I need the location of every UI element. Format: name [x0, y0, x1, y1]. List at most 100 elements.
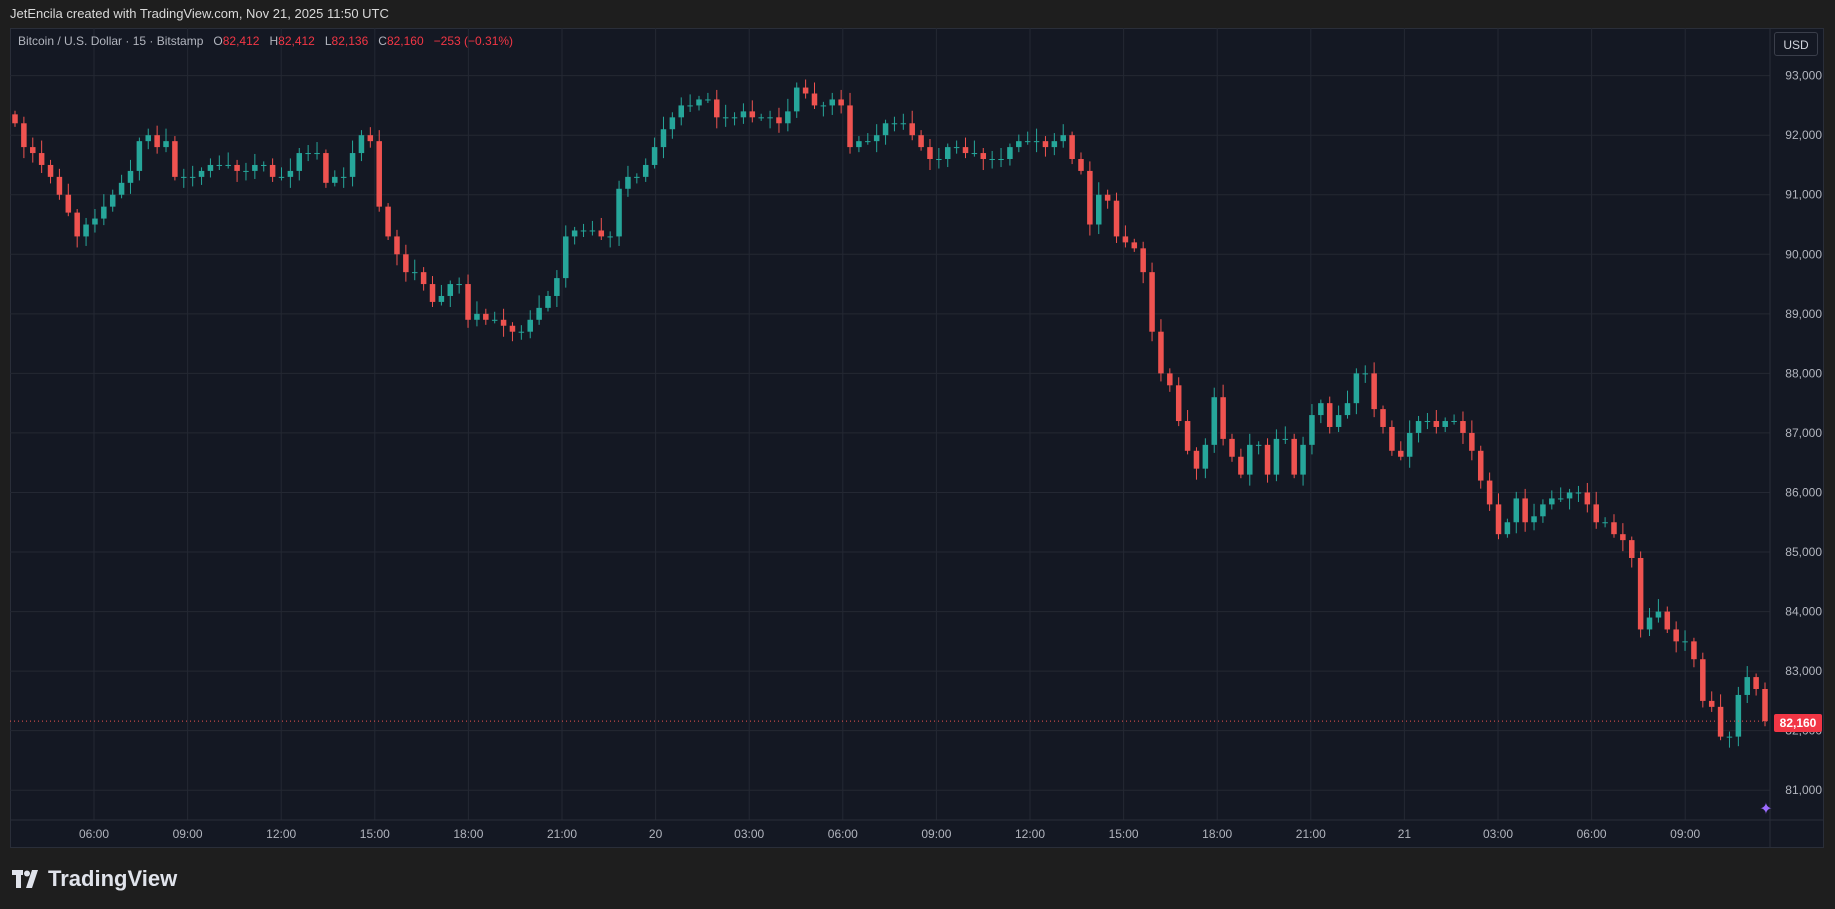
- candle-body: [980, 153, 987, 160]
- candle-body: [1522, 498, 1528, 523]
- candle-body: [1762, 688, 1768, 722]
- candle-body: [545, 295, 551, 308]
- candle-body: [1735, 694, 1742, 737]
- candle-body: [101, 206, 107, 219]
- x-tick-label: 12:00: [1015, 827, 1045, 841]
- candle-body: [1184, 421, 1191, 451]
- close-value: 82,160: [386, 34, 424, 48]
- candle-body: [1753, 677, 1759, 689]
- y-tick-label: 90,000: [1785, 247, 1822, 261]
- candle-body: [1664, 611, 1671, 630]
- candle-body: [900, 123, 907, 125]
- candle-body: [1060, 135, 1066, 142]
- brand-name: TradingView: [48, 866, 178, 891]
- candle-body: [998, 159, 1004, 161]
- candle-body: [1620, 534, 1626, 541]
- currency-button[interactable]: USD: [1774, 32, 1818, 56]
- candle-body: [260, 164, 267, 166]
- candle-body: [92, 218, 98, 225]
- candle-body: [1211, 397, 1217, 445]
- x-tick-label: 06:00: [828, 827, 858, 841]
- candlestick-chart[interactable]: 81,00082,00083,00084,00085,00086,00087,0…: [10, 28, 1824, 848]
- candle-body: [944, 147, 951, 160]
- x-tick-label: 09:00: [1670, 827, 1700, 841]
- candle-body: [1122, 236, 1129, 243]
- symbol-title[interactable]: Bitcoin / U.S. Dollar · 15 · Bitstamp: [18, 34, 204, 48]
- candle-body: [65, 194, 72, 213]
- candle-body: [83, 224, 89, 237]
- time-axis: 06:00 09:00 12:00 15:00 18:00 21:00 20 03:00 06:…: [10, 819, 1824, 841]
- candle-body: [776, 117, 782, 124]
- candle-body: [47, 164, 54, 177]
- x-tick-label: 20: [649, 827, 663, 841]
- x-tick-label: 15:00: [1109, 827, 1139, 841]
- candle-body: [509, 325, 516, 332]
- high-value: 82,412: [278, 34, 315, 48]
- candle-body: [785, 111, 791, 124]
- candle-body: [687, 105, 693, 107]
- grid-lines: [10, 28, 1770, 820]
- candle-body: [1682, 641, 1688, 643]
- candle-body: [758, 117, 764, 119]
- candle-body: [1602, 522, 1608, 524]
- price-axis: 81,00082,00083,00084,00085,00086,00087,0…: [1769, 28, 1822, 848]
- symbol-legend: Bitcoin / U.S. Dollar · 15 · Bitstamp O8…: [18, 34, 513, 48]
- y-tick-label: 85,000: [1785, 545, 1822, 559]
- chart-frame[interactable]: [10, 28, 1824, 848]
- candle-body: [554, 278, 560, 296]
- sparkle-icon[interactable]: ✦: [1759, 801, 1773, 818]
- candle-body: [962, 147, 969, 154]
- candle-body: [163, 141, 169, 148]
- candle-body: [580, 230, 587, 232]
- y-tick-label: 91,000: [1785, 188, 1822, 202]
- x-tick-label: 18:00: [1202, 827, 1232, 841]
- candle-body: [1726, 736, 1733, 738]
- candle-body: [500, 319, 507, 326]
- candle-body: [429, 284, 436, 302]
- candle-body: [1229, 438, 1235, 457]
- candle-body: [971, 153, 978, 155]
- y-tick-label: 86,000: [1785, 485, 1822, 499]
- candle-body: [1593, 504, 1599, 523]
- x-tick-label: 21:00: [1296, 827, 1326, 841]
- candle-body: [767, 117, 773, 119]
- candle-body: [189, 176, 196, 178]
- candle-body: [438, 295, 445, 302]
- x-tick-label: 03:00: [1483, 827, 1513, 841]
- candle-body: [1255, 444, 1262, 446]
- candle-body: [598, 230, 605, 237]
- candle-body: [1566, 492, 1573, 499]
- candle-body: [651, 147, 658, 165]
- candle-body: [607, 236, 613, 238]
- candle-body: [1158, 331, 1164, 374]
- candle-body: [1051, 141, 1058, 148]
- candle-body: [1691, 641, 1697, 660]
- candle-body: [1238, 456, 1244, 475]
- candle-body: [571, 230, 578, 237]
- candle-body: [1744, 677, 1750, 695]
- candle-body: [669, 117, 676, 130]
- candle-body: [1477, 450, 1484, 481]
- candle-body: [340, 176, 347, 178]
- candle-body: [678, 105, 684, 118]
- last-price-tag: 82,160: [1774, 714, 1822, 732]
- candle-body: [172, 141, 178, 177]
- candle-body: [314, 153, 320, 155]
- candle-body: [1389, 426, 1395, 451]
- candles: [10, 79, 1770, 748]
- x-tick-label: 06:00: [1577, 827, 1607, 841]
- candle-body: [909, 123, 915, 136]
- header-credit: JetEncila created with TradingView.com, …: [10, 6, 389, 21]
- candle-body: [847, 105, 853, 148]
- candle-body: [1700, 659, 1706, 701]
- candle-body: [296, 153, 303, 171]
- candle-body: [30, 147, 36, 154]
- candle-body: [456, 284, 462, 286]
- candle-body: [1096, 194, 1102, 225]
- candle-body: [882, 123, 889, 136]
- candle-body: [1460, 421, 1466, 433]
- x-tick-label: 09:00: [921, 827, 951, 841]
- candle-body: [1007, 147, 1013, 160]
- candle-body: [536, 307, 542, 320]
- candle-body: [1504, 522, 1511, 535]
